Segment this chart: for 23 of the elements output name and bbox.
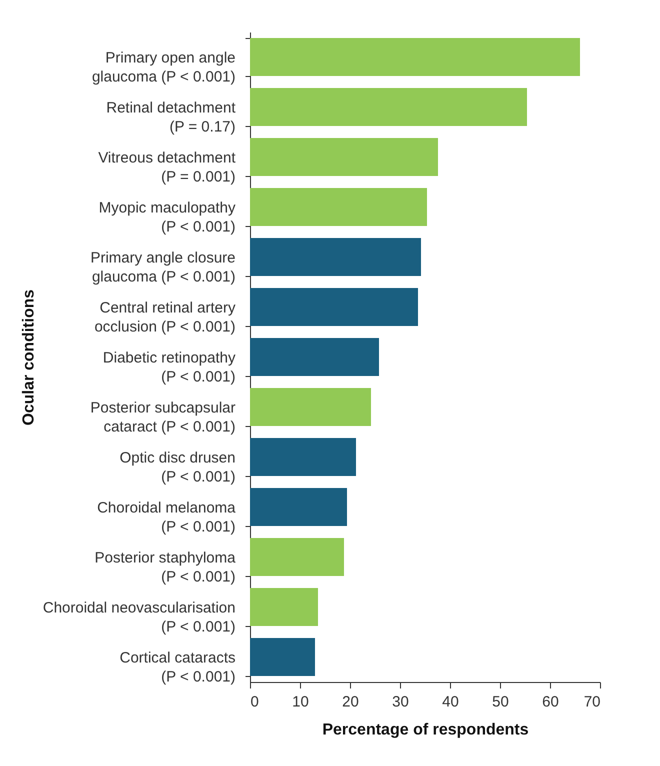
y-tick-label: Optic disc drusen (P < 0.001) — [120, 450, 236, 486]
y-tick-label: Cortical cataracts (P < 0.001) — [120, 650, 236, 686]
x-tick-label: 60 — [542, 694, 559, 710]
x-tick-label: 70 — [584, 694, 600, 710]
y-tick-label: Posterior staphyloma (P < 0.001) — [94, 550, 236, 586]
x-tick-label: 10 — [292, 694, 309, 710]
y-tick-label: Posterior subcapsular cataract (P < 0.001) — [90, 400, 236, 436]
y-tick-label: Diabetic retinopathy (P < 0.001) — [102, 350, 236, 386]
x-tick-label: 20 — [342, 694, 359, 710]
y-tick-label: Choroidal neovascularisation (P < 0.001) — [42, 600, 236, 636]
y-axis-title: Ocular conditions — [20, 289, 38, 426]
y-tick-label: Primary open angle glaucoma (P < 0.001) — [92, 50, 236, 86]
y-tick-label: Myopic maculopathy (P < 0.001) — [98, 200, 236, 236]
y-tick-label: Vitreous detachment (P = 0.001) — [98, 150, 236, 186]
y-tick-label: Retinal detachment (P = 0.17) — [106, 100, 236, 136]
x-tick-label: 0 — [250, 694, 259, 710]
y-tick-label: Central retinal artery occlusion (P < 0.001) — [94, 300, 236, 336]
y-tick-label: Primary angle closure glaucoma (P < 0.001) — [90, 250, 236, 286]
x-tick-label: 30 — [392, 694, 409, 710]
x-axis-title: Percentage of respondents — [322, 722, 529, 738]
y-tick-label: Choroidal melanoma (P < 0.001) — [97, 500, 236, 536]
x-tick-label: 40 — [442, 694, 459, 710]
x-tick-label: 50 — [492, 694, 509, 710]
